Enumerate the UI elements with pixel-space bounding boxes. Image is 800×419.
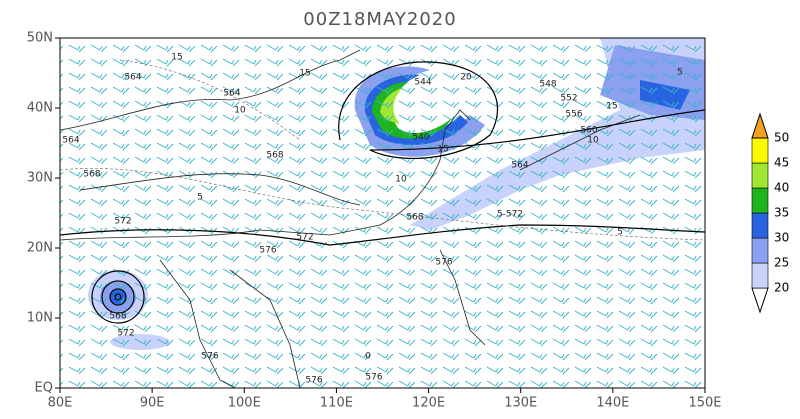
contour-label: 576 bbox=[435, 258, 452, 268]
colorbar-label: 40 bbox=[774, 181, 789, 195]
contour-label: 568 bbox=[83, 170, 100, 180]
contour-label: 576 bbox=[305, 376, 322, 386]
x-tick-label: 100E bbox=[228, 396, 261, 411]
contour-label: 564 bbox=[124, 73, 141, 83]
contour-label: 568 bbox=[109, 312, 126, 322]
contour-label: 572 bbox=[117, 329, 134, 339]
y-tick-label: 20N bbox=[27, 241, 53, 256]
y-tick-label: 40N bbox=[27, 101, 53, 116]
contour-label: 576 bbox=[201, 352, 218, 362]
colorbar-label: 45 bbox=[774, 156, 789, 170]
contour-label: 564 bbox=[62, 136, 79, 146]
contour-label: 10 bbox=[234, 106, 246, 116]
contour-label: 556 bbox=[565, 110, 582, 120]
x-tick-label: 80E bbox=[48, 396, 73, 411]
contour-label: 564 bbox=[223, 89, 240, 99]
contour-label: 572 bbox=[296, 233, 313, 243]
contour-label: 15 bbox=[299, 69, 310, 79]
contour-label: 576 bbox=[259, 246, 276, 256]
contour-label: 10 bbox=[395, 175, 407, 185]
contour-label: 568 bbox=[406, 213, 423, 223]
colorbar-label: 25 bbox=[774, 256, 789, 270]
x-tick-label: 110E bbox=[320, 396, 353, 411]
colorbar-segment bbox=[751, 212, 769, 239]
contour-label: 5-572 bbox=[497, 210, 523, 220]
contour-label: 15 bbox=[606, 102, 617, 112]
colorbar-segment bbox=[751, 187, 769, 214]
x-tick-label: 90E bbox=[140, 396, 165, 411]
y-tick-label: 50N bbox=[27, 31, 53, 46]
colorbar-segment bbox=[751, 237, 769, 264]
x-tick-label: 150E bbox=[688, 396, 721, 411]
contour-label: 564 bbox=[511, 161, 528, 171]
y-tick-label: 10N bbox=[27, 311, 53, 326]
contour-label: 5 bbox=[617, 228, 623, 238]
plot-area bbox=[60, 38, 705, 388]
contour-label: 552 bbox=[560, 94, 577, 104]
contour-label: 10 bbox=[587, 136, 599, 146]
contour-label: 560 bbox=[580, 126, 597, 136]
y-tick-label: EQ bbox=[35, 381, 53, 396]
contour-label: 540 bbox=[412, 133, 429, 143]
contour-label: 568 bbox=[266, 151, 283, 161]
colorbar-triangle bbox=[751, 287, 769, 314]
contour-label: 5 bbox=[677, 68, 683, 78]
contour-label: 548 bbox=[539, 80, 556, 90]
colorbar-label: 30 bbox=[774, 231, 789, 245]
contour-label: 20 bbox=[460, 73, 472, 83]
contour-label: 572 bbox=[114, 217, 131, 227]
x-tick-label: 130E bbox=[504, 396, 537, 411]
colorbar-label: 35 bbox=[774, 206, 789, 220]
x-tick-label: 140E bbox=[596, 396, 629, 411]
contour-label: 15 bbox=[171, 53, 182, 63]
contour-label: 0 bbox=[365, 352, 371, 362]
contour-label: 576 bbox=[365, 373, 382, 383]
x-tick-label: 120E bbox=[412, 396, 445, 411]
contour-label: 15 bbox=[437, 145, 448, 155]
colorbar-label: 50 bbox=[774, 131, 789, 145]
map-title: 00Z18MAY2020 bbox=[303, 9, 456, 30]
colorbar-segment bbox=[751, 137, 769, 164]
y-tick-label: 30N bbox=[27, 171, 53, 186]
colorbar-segment bbox=[751, 262, 769, 289]
contour-label: 544 bbox=[414, 78, 431, 88]
colorbar-label: 20 bbox=[774, 281, 789, 295]
plot-frame bbox=[59, 37, 706, 389]
colorbar-triangle bbox=[751, 112, 769, 139]
colorbar-segment bbox=[751, 162, 769, 189]
contour-label: 5 bbox=[197, 193, 203, 203]
